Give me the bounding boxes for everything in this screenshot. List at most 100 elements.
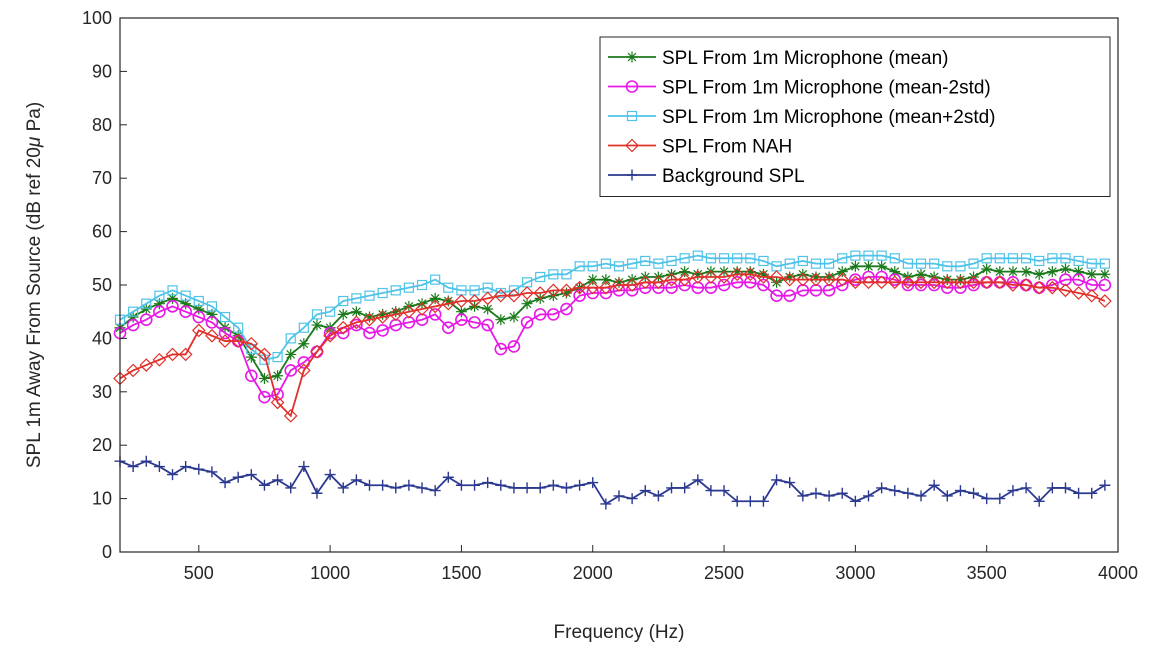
data-point [981,253,992,264]
data-point [521,298,533,310]
data-point [822,272,836,287]
data-point [915,490,927,502]
axes: 0 10 20 30 40 50 60 70 80 90 100 500 1000 1500 2000 250… [82,8,1138,583]
data-point [679,482,691,494]
data-point [455,479,467,491]
data-point [955,261,966,272]
data-point [613,490,625,502]
data-point [1058,283,1073,298]
data-point [824,258,835,269]
data-point [704,270,718,284]
data-point [193,295,204,307]
data-point [666,255,677,267]
y-tick-label: 90 [92,61,112,81]
data-point [889,266,901,278]
legend-label: Background SPL [662,166,805,187]
data-point [140,303,152,315]
data-point [718,253,730,264]
data-point [769,270,784,284]
data-point [1006,278,1020,292]
data-point [455,313,468,327]
data-point [927,278,941,292]
data-point [428,299,443,314]
data-point [902,487,914,499]
data-point [914,275,928,290]
data-point [429,485,441,497]
data-point [823,490,835,502]
data-point [296,363,311,378]
data-point [665,281,678,294]
data-point [338,295,349,307]
data-point [337,308,349,320]
data-point [231,334,246,348]
legend-label: SPL From 1m Microphone (mean+2std) [662,107,996,128]
data-point [153,298,165,310]
data-point [127,311,139,323]
data-point [1007,253,1019,264]
data-point [166,300,179,313]
data-point [1034,255,1045,267]
data-point [744,266,756,278]
data-point [585,280,600,295]
data-point [732,253,743,264]
data-point [692,268,704,280]
data-point [285,348,297,360]
series-line [119,276,1105,399]
series-0 [114,260,1111,384]
data-point [324,469,336,481]
data-point [493,288,508,303]
data-point [560,482,572,494]
data-point [128,306,139,317]
data-point [429,292,441,304]
data-point [730,267,745,282]
data-point [823,271,835,283]
data-point [219,477,231,489]
data-point [311,309,323,320]
data-point [153,305,166,319]
data-point [626,110,638,122]
data-point [1020,253,1032,264]
data-point [257,347,272,362]
data-point [626,493,638,505]
y-tick-label: 100 [82,8,112,28]
data-point [1073,255,1084,267]
data-point [442,471,454,483]
data-point [311,319,323,331]
y-axis-label: SPL 1m Away From Source (dB ref 20μ Pa) [24,102,45,468]
data-point [625,278,639,292]
data-point [561,269,572,280]
legend-entry: SPL From 1m Microphone (mean+2std) [608,107,996,128]
data-point [730,276,744,289]
data-point [677,272,692,287]
data-point [285,482,297,494]
data-point [1032,280,1047,295]
legend: SPL From 1m Microphone (mean) SPL From 1m… [599,36,1111,197]
data-point [349,315,364,330]
data-point [692,250,703,261]
data-point [784,271,796,283]
data-point [600,258,611,269]
data-point [848,275,863,290]
y-tick-label: 50 [92,275,112,295]
data-point [468,316,481,329]
data-point [520,286,534,300]
data-point [377,479,389,491]
data-point [744,495,756,507]
data-point [901,278,915,292]
data-point [153,461,165,473]
data-point [863,260,874,272]
data-point [351,293,362,304]
data-point [771,474,783,486]
data-point [770,289,783,302]
data-point [533,308,547,321]
data-point [311,487,323,499]
data-point [1098,278,1112,292]
data-point [272,351,283,363]
data-point [218,334,232,348]
data-point [283,408,298,423]
data-point [534,482,546,494]
data-point [376,324,389,337]
data-point [1019,278,1033,292]
